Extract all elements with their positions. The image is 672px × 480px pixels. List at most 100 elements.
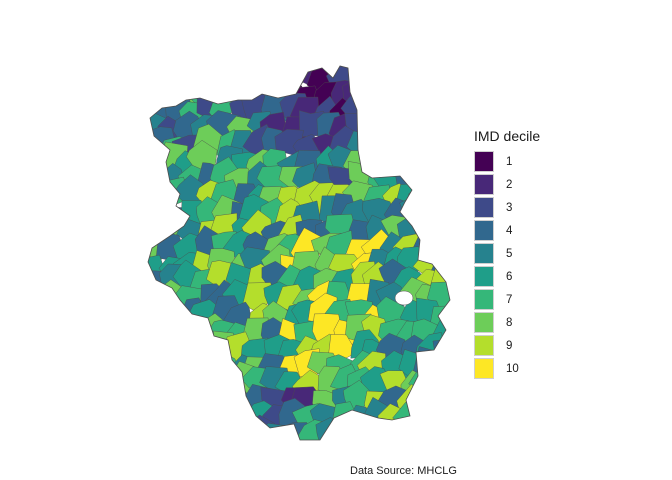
- area-polygon: [175, 420, 211, 440]
- area-polygon: [154, 313, 191, 346]
- area-polygon: [264, 66, 294, 92]
- area-polygon: [148, 296, 160, 327]
- legend-item: 8: [474, 311, 540, 334]
- area-polygon: [397, 66, 423, 80]
- area-polygon: [394, 66, 422, 97]
- legend-items: 1 2 3 4 5 6 7 8 9 10: [474, 150, 540, 380]
- area-polygon: [415, 66, 447, 100]
- legend-swatch: [474, 174, 494, 195]
- legend-item: 5: [474, 242, 540, 265]
- legend-item: 1: [474, 150, 540, 173]
- legend-label: 10: [506, 362, 519, 375]
- area-polygon: [148, 146, 160, 181]
- area-polygon: [428, 79, 450, 113]
- area-polygon: [432, 180, 450, 210]
- map-gap: [394, 290, 414, 306]
- area-polygon: [176, 408, 207, 439]
- area-polygon: [211, 66, 239, 74]
- area-polygon: [148, 212, 157, 241]
- legend-item: 9: [474, 334, 540, 357]
- area-polygon: [408, 76, 442, 105]
- area-polygon: [410, 97, 440, 128]
- legend-swatch: [474, 358, 494, 379]
- area-polygon: [413, 114, 443, 146]
- legend-label: 6: [506, 270, 513, 283]
- area-polygon: [148, 66, 156, 74]
- area-polygon: [192, 66, 218, 89]
- area-polygon: [428, 197, 450, 226]
- area-polygon: [214, 404, 246, 436]
- area-polygon: [148, 133, 154, 161]
- area-polygon: [148, 193, 171, 224]
- legend-swatch: [474, 220, 494, 241]
- area-polygon: [408, 385, 442, 410]
- area-polygon: [379, 92, 404, 130]
- legend-swatch: [474, 151, 494, 172]
- area-polygon: [380, 130, 407, 164]
- area-polygon: [224, 423, 252, 440]
- area-polygon: [177, 66, 207, 93]
- area-polygon: [148, 81, 174, 111]
- area-polygon: [367, 66, 397, 76]
- area-polygon: [193, 384, 220, 420]
- area-polygon: [148, 418, 174, 440]
- area-polygon: [189, 66, 226, 74]
- area-polygon: [212, 66, 243, 96]
- legend-swatch: [474, 289, 494, 310]
- area-polygon: [148, 368, 163, 397]
- area-polygon: [148, 181, 169, 210]
- area-polygon: [158, 66, 188, 77]
- area-polygon: [426, 385, 450, 420]
- area-polygon: [351, 66, 383, 91]
- area-polygon: [398, 93, 432, 120]
- area-polygon: [383, 144, 409, 173]
- area-polygon: [148, 113, 154, 141]
- area-polygon: [377, 78, 410, 113]
- area-polygon: [381, 66, 407, 92]
- area-polygon: [148, 350, 150, 388]
- area-polygon: [403, 423, 434, 440]
- area-polygon: [212, 383, 242, 414]
- area-polygon: [407, 177, 439, 208]
- area-polygon: [166, 419, 194, 440]
- legend-label: 9: [506, 339, 513, 352]
- legend-label: 8: [506, 316, 513, 329]
- area-polygon: [209, 363, 242, 397]
- area-polygon: [148, 284, 157, 314]
- legend-label: 3: [506, 201, 513, 214]
- area-polygon: [148, 66, 153, 93]
- area-polygon: [148, 248, 152, 275]
- area-polygon: [148, 196, 159, 231]
- area-polygon: [418, 401, 444, 429]
- area-polygon: [176, 347, 209, 378]
- area-polygon: [156, 302, 188, 335]
- area-polygon: [276, 66, 303, 80]
- area-polygon: [430, 370, 450, 401]
- area-polygon: [148, 330, 159, 362]
- area-polygon: [238, 66, 270, 79]
- data-source-caption: Data Source: MHCLG: [350, 465, 457, 477]
- area-polygon: [148, 402, 180, 437]
- area-polygon: [148, 161, 151, 190]
- area-polygon: [345, 66, 372, 69]
- legend-swatch: [474, 243, 494, 264]
- area-polygon: [379, 423, 405, 440]
- area-polygon: [331, 422, 360, 440]
- area-polygon: [148, 350, 173, 382]
- area-polygon: [417, 66, 447, 77]
- area-polygon: [174, 66, 205, 73]
- area-polygon: [197, 423, 224, 440]
- area-polygon: [175, 336, 209, 367]
- legend-item: 10: [474, 357, 540, 380]
- area-polygon: [432, 146, 450, 178]
- legend-label: 1: [506, 155, 513, 168]
- area-polygon: [346, 420, 375, 440]
- area-polygon: [191, 336, 225, 363]
- area-polygon: [154, 333, 190, 365]
- area-polygon: [414, 143, 449, 178]
- area-polygon: [394, 87, 431, 117]
- area-polygon: [148, 66, 174, 77]
- area-polygon: [362, 88, 398, 121]
- area-polygon: [191, 401, 224, 433]
